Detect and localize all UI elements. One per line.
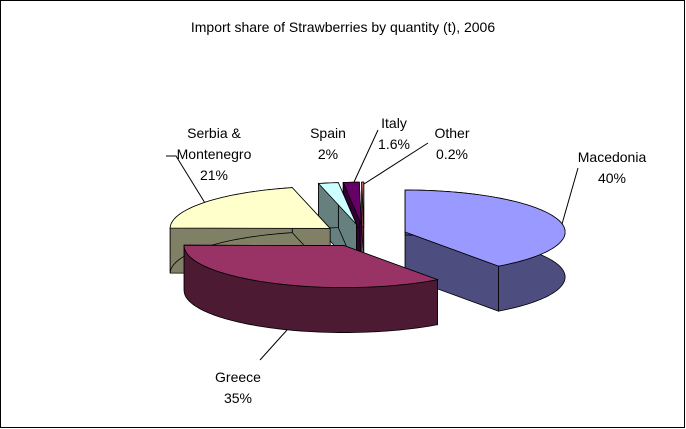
slice	[317, 182, 357, 225]
data-label-name: Other	[434, 125, 470, 141]
data-label-value: 0.2%	[436, 146, 468, 162]
data-label: Serbia & Montenegro 21%	[168, 123, 260, 186]
data-label-name: Italy	[381, 115, 407, 131]
pie	[169, 181, 566, 333]
data-label-value: 2%	[317, 146, 339, 162]
slice	[404, 189, 566, 267]
data-label-name: Spain	[310, 125, 346, 141]
data-label-name: Serbia & Montenegro	[176, 125, 252, 162]
data-label: Italy 1.6%	[364, 113, 424, 155]
data-label-name: Greece	[215, 369, 261, 385]
data-label-value: 21%	[199, 167, 229, 183]
slice	[342, 181, 362, 225]
leader-line	[353, 129, 379, 183]
data-label: Spain 2%	[298, 123, 358, 165]
data-label-value: 40%	[597, 170, 627, 186]
slice	[169, 187, 332, 229]
leader-line	[166, 155, 206, 204]
data-label: Greece 35%	[198, 367, 278, 409]
data-label-value: 1.6%	[378, 136, 410, 152]
leader-line	[363, 142, 429, 185]
data-label: Other 0.2%	[422, 123, 482, 165]
data-label-value: 35%	[223, 390, 253, 406]
slice	[183, 244, 440, 288]
chart-title: Import share of Strawberries by quantity…	[190, 19, 496, 35]
data-label: Macedonia 40%	[572, 147, 652, 189]
slice	[361, 181, 365, 225]
data-label-name: Macedonia	[577, 149, 647, 165]
